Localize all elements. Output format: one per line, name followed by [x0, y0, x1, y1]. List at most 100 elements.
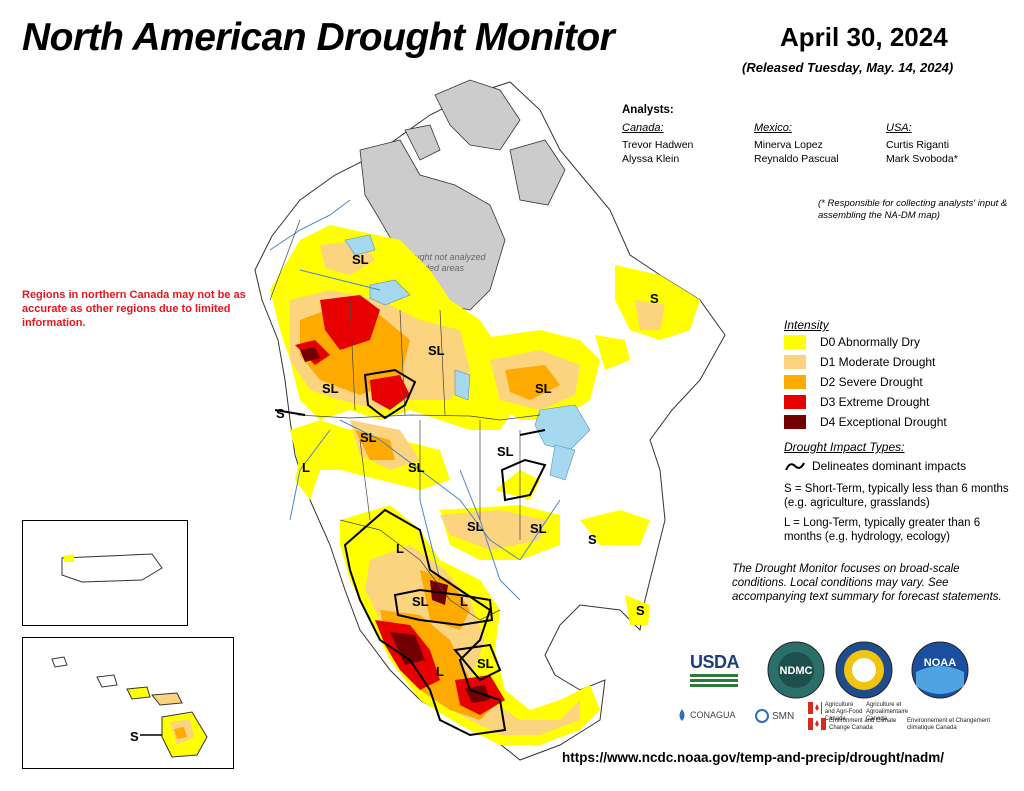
- short-term-desc: S = Short-Term, typically less than 6 mo…: [784, 483, 1009, 509]
- analysts-block: Analysts: Canada: Trevor Hadwen Alyssa K…: [622, 103, 958, 165]
- impact-label: L: [396, 541, 404, 556]
- env-canada-logo: Environment and Climate Change Canada En…: [808, 718, 1008, 732]
- arctic-islands: [434, 79, 521, 151]
- analyst-name: Reynaldo Pascual: [754, 153, 839, 165]
- doc-seal-icon: [835, 641, 893, 699]
- d0-region: [64, 554, 74, 562]
- impact-label: S: [130, 729, 139, 744]
- arctic-islands: [359, 139, 506, 311]
- arctic-islands: [404, 124, 441, 161]
- map-date: April 30, 2024: [780, 22, 948, 52]
- shaded-note: Drought not analyzed: [400, 252, 487, 262]
- impact-label: S: [636, 603, 645, 618]
- usda-text: USDA: [690, 652, 740, 672]
- legend-item-d0: D0 Abnormally Dry: [784, 332, 1019, 352]
- agri-fr: Agriculture et Agroalimentaire Canada: [865, 702, 908, 722]
- impact-label: SL: [467, 519, 484, 534]
- analysts-heading: Analysts:: [622, 104, 674, 116]
- noaa-logo: NOAA: [911, 641, 969, 699]
- impact-line-icon: [785, 462, 805, 471]
- country-name: Mexico:: [754, 122, 792, 134]
- impact-label: SL: [535, 381, 552, 396]
- analyst-name: Curtis Riganti: [886, 139, 950, 151]
- swatch: [784, 355, 806, 369]
- impact-label: S: [588, 532, 597, 547]
- d2-region: [174, 727, 187, 739]
- ndmc-logo: NDMC: [767, 641, 825, 699]
- impact-label: SL: [428, 343, 445, 358]
- source-url[interactable]: https://www.ncdc.noaa.gov/temp-and-preci…: [562, 750, 945, 765]
- hawaii-island: [151, 692, 183, 706]
- canada-flag-icon: [808, 702, 822, 714]
- impact-label: SL: [322, 381, 339, 396]
- legend-item-d4: D4 Exceptional Drought: [784, 412, 1019, 432]
- ndmc-text: NDMC: [780, 665, 813, 677]
- smn-text: SMN: [772, 710, 795, 722]
- impact-label: L: [302, 460, 310, 475]
- hawaii-island: [51, 656, 68, 668]
- legend-item-d2: D2 Severe Drought: [784, 372, 1019, 392]
- impact-line-legend: Delineates dominant impacts: [784, 456, 1019, 476]
- smn-icon: [755, 709, 769, 723]
- long-term-desc: L = Long-Term, typically greater than 6 …: [784, 517, 981, 543]
- conagua-text: CONAGUA: [690, 710, 736, 720]
- lakes: [344, 234, 591, 481]
- accuracy-warning: Regions in northern Canada may not be as…: [22, 289, 246, 329]
- swatch: [784, 375, 806, 389]
- agri-en: Agriculture and Agri-Food Canada: [824, 702, 863, 722]
- legend-item-d1: D1 Moderate Drought: [784, 352, 1019, 372]
- release-date: (Released Tuesday, May. 14, 2024): [742, 60, 954, 75]
- analyst-name: Mark Svoboda*: [886, 153, 958, 165]
- impact-lines: [274, 368, 547, 737]
- impact-heading: Drought Impact Types:: [784, 440, 905, 454]
- legend-label: D2 Severe Drought: [820, 375, 923, 389]
- impact-label: SL: [352, 252, 369, 267]
- shaded-note: in shaded areas: [400, 263, 465, 273]
- noaa-text: NOAA: [924, 657, 956, 669]
- impact-label: S: [276, 406, 285, 421]
- country-name: USA:: [886, 122, 912, 134]
- hawaii-island: [96, 674, 118, 688]
- puerto-rico-land: [61, 553, 163, 583]
- map-title: North American Drought Monitor: [22, 16, 615, 59]
- legend: Intensity D0 Abnormally Dry D1 Moderate …: [784, 318, 1019, 544]
- agri-canada-logo: Agriculture and Agri-Food Canada Agricul…: [808, 702, 908, 723]
- impact-label: SL: [360, 430, 377, 445]
- impact-line-label: Delineates dominant impacts: [812, 459, 967, 473]
- focus-note: The Drought Monitor focuses on broad-sca…: [732, 563, 1002, 603]
- impact-label: L: [460, 594, 468, 609]
- env-fr: Environnement et Changement climatique C…: [907, 718, 991, 731]
- impact-labels: SL SL SL SL S SL L SL SL SL SL S L SL L …: [276, 252, 659, 679]
- analyst-name: Trevor Hadwen: [622, 139, 694, 151]
- legend-label: D4 Exceptional Drought: [820, 415, 947, 429]
- usda-logo: USDA: [690, 652, 740, 688]
- swatch: [784, 395, 806, 409]
- borders: [269, 219, 541, 621]
- puerto-rico-inset: [22, 520, 188, 626]
- hawaii-inset: S: [22, 637, 234, 769]
- env-en: Environment and Climate Change Canada: [829, 718, 897, 731]
- arctic-islands: [509, 139, 566, 206]
- legend-item-d3: D3 Extreme Drought: [784, 392, 1019, 412]
- canada-flag-icon: [808, 718, 826, 730]
- water-drop-icon: [679, 709, 685, 721]
- swatch: [784, 335, 806, 349]
- legend-label: D3 Extreme Drought: [820, 395, 930, 409]
- smn-logo: SMN: [754, 708, 794, 724]
- analysts-canada: Canada: Trevor Hadwen Alyssa Klein: [622, 121, 752, 166]
- d4-regions: [300, 347, 490, 703]
- analysts-mexico: Mexico: Minerva Lopez Reynaldo Pascual: [754, 121, 884, 166]
- impact-label: SL: [408, 460, 425, 475]
- conagua-logo: CONAGUA: [676, 708, 736, 722]
- impact-label: SL: [412, 594, 429, 609]
- impact-label: SL: [477, 656, 494, 671]
- impact-label: SL: [530, 521, 547, 536]
- intensity-heading: Intensity: [784, 318, 829, 332]
- impact-label: S: [650, 291, 659, 306]
- country-name: Canada:: [622, 122, 664, 134]
- swatch: [784, 415, 806, 429]
- analyst-name: Minerva Lopez: [754, 139, 823, 151]
- impact-label: SL: [497, 444, 514, 459]
- legend-label: D0 Abnormally Dry: [820, 335, 921, 349]
- analyst-name: Alyssa Klein: [622, 153, 680, 165]
